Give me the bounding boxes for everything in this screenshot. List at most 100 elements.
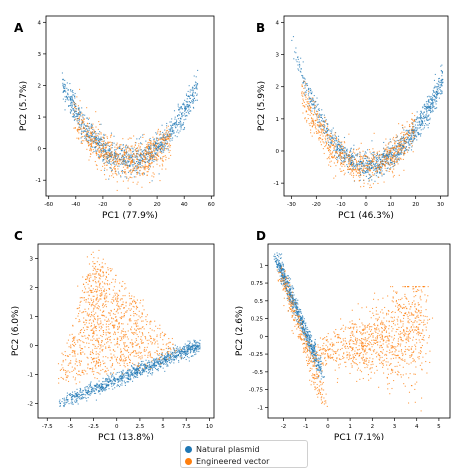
panel-b-point-engineered-506 [378, 150, 380, 152]
panel-c-point-natural-279 [170, 358, 172, 360]
panel-a-point-natural-763 [171, 133, 173, 135]
panel-a-point-natural-340 [129, 164, 131, 166]
panel-b-point-engineered-152 [330, 143, 332, 145]
panel-b-point-engineered-609 [371, 165, 373, 167]
panel-c-point-engineered-167 [95, 271, 97, 273]
panel-b-point-natural-407 [384, 155, 386, 157]
panel-c-point-natural-873 [113, 382, 115, 384]
panel-c-point-natural-658 [193, 350, 195, 352]
panel-b-point-natural-496 [337, 138, 340, 140]
panel-a-point-engineered-143 [100, 133, 102, 135]
panel-c-point-natural-945 [165, 363, 167, 365]
panel-b-point-natural-412 [346, 165, 349, 168]
panel-a-point-natural-1 [147, 151, 149, 153]
panel-a-point-natural-322 [186, 98, 188, 100]
panel-a-point-engineered-722 [95, 151, 97, 153]
panel-c-point-natural-961 [112, 375, 114, 377]
panel-b-xtick-label-2: -10 [337, 202, 346, 208]
panel-a-point-engineered-465 [128, 155, 130, 157]
panel-a-point-engineered-302 [160, 147, 162, 149]
panel-c-point-natural-608 [174, 355, 176, 357]
panel-b-point-natural-257 [432, 95, 434, 97]
panel-a-point-engineered-515 [103, 174, 106, 176]
panel-a-point-natural-1068 [155, 149, 157, 151]
panel-a-point-engineered-423 [156, 163, 158, 165]
panel-a-point-engineered-449 [91, 140, 93, 142]
panel-a-point-engineered-49 [101, 152, 103, 154]
panel-a-point-natural-1016 [64, 89, 66, 91]
panel-c-point-natural-680 [74, 395, 76, 397]
panel-b-point-engineered-503 [392, 155, 394, 157]
panel-a-point-natural-791 [130, 156, 132, 158]
panel-a-point-engineered-459 [118, 159, 120, 161]
panel-a-point-engineered-164 [99, 154, 101, 156]
panel-a-point-natural-1084 [109, 161, 111, 163]
panel-a-point-natural-504 [163, 133, 165, 135]
panel-a-point-engineered-685 [78, 116, 81, 118]
panel-b-point-natural-450 [343, 160, 345, 162]
panel-b-point-natural-163 [360, 165, 362, 167]
panel-a-point-natural-142 [196, 93, 198, 95]
panel-b-point-engineered-267 [302, 98, 304, 100]
panel-a-point-engineered-216 [152, 154, 154, 156]
panel-c-point-natural-263 [108, 376, 110, 378]
panel-a-point-engineered-147 [145, 150, 147, 152]
panel-c-point-natural-261 [118, 386, 121, 388]
panel-a-point-natural-789 [192, 90, 194, 92]
panel-c-point-natural-305 [186, 353, 188, 355]
panel-a-point-natural-770 [158, 146, 160, 148]
panel-b-point-natural-644 [396, 159, 398, 161]
panel-b-point-natural-922 [388, 147, 390, 149]
panel-b-point-natural-482 [339, 144, 341, 146]
panel-b-point-natural-587 [411, 134, 413, 136]
panel-c-point-natural-564 [184, 343, 186, 345]
panel-b-point-engineered-108 [404, 126, 406, 128]
panel-b-point-engineered-439 [322, 124, 325, 126]
panel-a-point-natural-625 [113, 158, 115, 160]
panel-a-point-engineered-66 [87, 125, 89, 127]
panel-a-point-engineered-181 [147, 149, 150, 151]
panel-a-point-natural-1015 [107, 162, 109, 164]
panel-a-point-natural-885 [80, 133, 83, 135]
panel-b-point-natural-886 [441, 71, 444, 73]
panel-b-point-engineered-590 [309, 109, 311, 111]
panel-a-point-natural-358 [133, 160, 135, 162]
panel-a-point-natural-51 [148, 161, 150, 163]
panel-a-point-engineered-195 [136, 156, 138, 158]
panel-b-xtick-label-6: 30 [437, 202, 444, 208]
panel-b-point-natural-1075 [347, 155, 349, 157]
panel-c-point-natural-927 [183, 350, 185, 353]
panel-a-point-natural-894 [127, 171, 130, 173]
panel-a-point-natural-944 [161, 146, 163, 149]
panel-a-point-natural-886 [125, 147, 127, 149]
panel-a-point-natural-812 [88, 139, 90, 141]
panel-a-point-natural-440 [150, 144, 152, 146]
panel-b-point-engineered-410 [321, 139, 323, 141]
panel-b-point-engineered-703 [385, 148, 387, 150]
panel-b-point-natural-454 [417, 124, 419, 126]
panel-a-ytick-label-4: 3 [38, 52, 42, 58]
panel-a-point-engineered-219 [125, 165, 127, 167]
panel-a-point-engineered-253 [137, 168, 139, 170]
panel-b-point-natural-952 [436, 97, 438, 99]
panel-a-point-natural-656 [127, 161, 129, 163]
panel-b-point-natural-62 [352, 165, 354, 167]
panel-b-point-natural-911 [331, 131, 333, 133]
panel-c-point-natural-743 [174, 350, 176, 352]
panel-c-point-natural-319 [126, 371, 128, 373]
panel-a-point-engineered-588 [88, 137, 90, 139]
panel-c-point-natural-410 [173, 349, 175, 351]
panel-a-point-engineered-585 [136, 183, 138, 185]
panel-b-point-natural-981 [423, 117, 425, 119]
panel-b-point-natural-791 [371, 161, 373, 163]
panel-a-point-natural-336 [126, 177, 128, 179]
panel-b-point-natural-179 [441, 85, 443, 87]
panel-a-point-natural-820 [84, 137, 86, 139]
panel-b-point-natural-703 [381, 160, 383, 162]
panel-b-point-natural-255 [437, 83, 439, 85]
panel-a-point-engineered-417 [127, 165, 129, 167]
panel-b-point-natural-157 [386, 170, 388, 172]
panel-c-point-natural-919 [132, 375, 134, 377]
panel-a-point-natural-568 [70, 110, 72, 112]
panel-b-point-natural-1120 [391, 151, 393, 153]
